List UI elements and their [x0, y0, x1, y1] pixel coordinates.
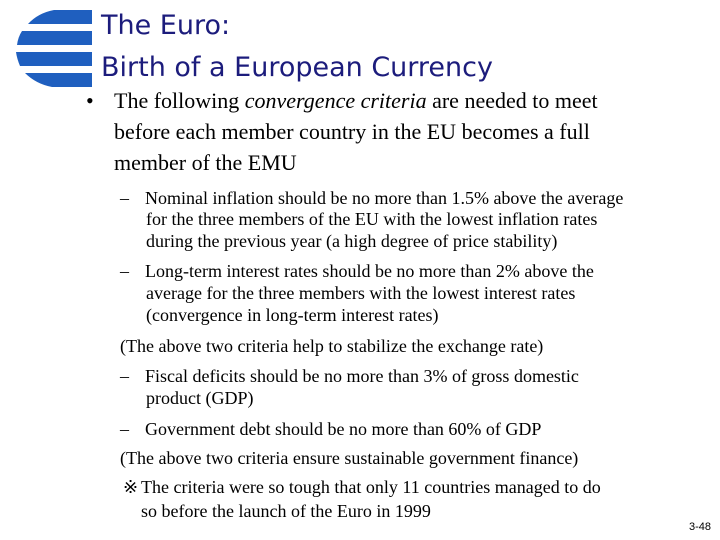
item-marker: ※ [123, 477, 139, 497]
bullet-marker: • [86, 88, 94, 113]
item-text: (convergence in long-term interest rates… [146, 305, 439, 325]
item-text: for the three members of the EU with the… [146, 209, 598, 229]
item-text: Fiscal deficits should be no more than 3… [145, 366, 579, 386]
emphasis: convergence criteria [244, 88, 427, 113]
item-marker: – [120, 419, 129, 439]
item-text: Nominal inflation should be no more than… [145, 188, 624, 208]
item-text: Government debt should be no more than 6… [145, 419, 542, 439]
item-text: product (GDP) [146, 388, 254, 408]
item-text: average for the three members with the l… [146, 283, 576, 303]
item-text: (The above two criteria ensure sustainab… [120, 448, 579, 468]
item-marker: – [120, 261, 129, 281]
bullet-text: member of the EMU [114, 150, 297, 175]
item-text: during the previous year (a high degree … [146, 231, 558, 251]
page-number: 3-48 [689, 521, 712, 533]
item-marker: – [120, 188, 129, 208]
item-text: so before the launch of the Euro in 1999 [141, 501, 431, 521]
text: The following [114, 88, 245, 113]
bullet-text: The following convergence criteria are n… [114, 88, 598, 114]
item-text: Long-term interest rates should be no mo… [145, 261, 594, 281]
item-text: (The above two criteria help to stabiliz… [120, 336, 544, 356]
bullet-text: before each member country in the EU bec… [114, 119, 590, 144]
title: Birth of a European Currency [101, 52, 493, 83]
text: are needed to meet [426, 88, 598, 113]
title: The Euro: [101, 10, 231, 41]
item-marker: – [120, 366, 129, 386]
item-text: The criteria were so tough that only 11 … [141, 477, 601, 497]
logo [16, 10, 92, 87]
